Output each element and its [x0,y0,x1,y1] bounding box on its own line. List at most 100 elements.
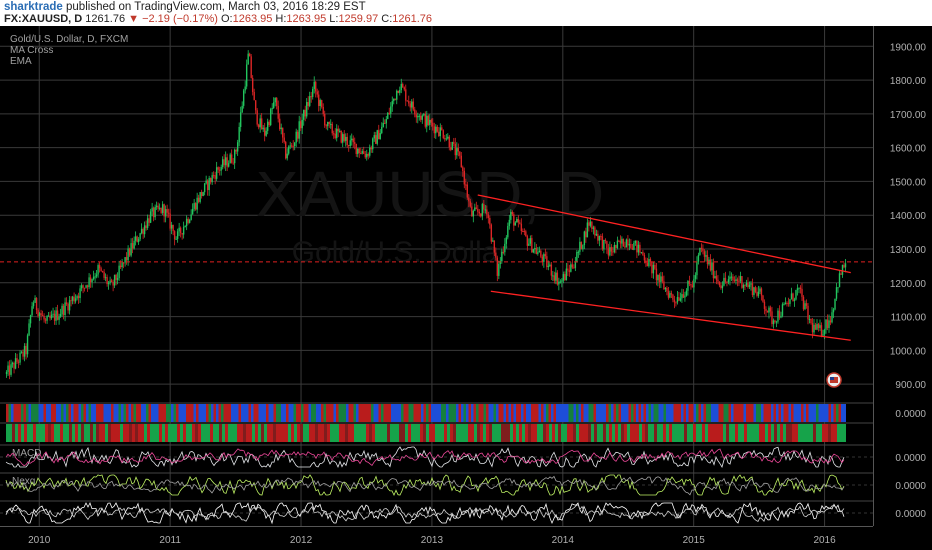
strip-bar [804,424,807,442]
strip-bar [693,424,696,442]
strip-bar [571,404,574,422]
candle-body [339,130,341,132]
strip-bar [338,404,341,422]
channel-lower-line[interactable] [490,290,851,341]
strip-bar [838,404,841,422]
strip-bar [699,424,702,442]
price-tick-label: 1300.00 [890,245,927,256]
strip-bar [276,424,279,442]
candle-body [625,239,628,248]
strip-bar [823,404,826,422]
strip-bar [133,404,136,422]
strip-bar [558,424,561,442]
strip-bar [645,424,648,442]
strip-bar [549,424,552,442]
candle-body [418,115,420,117]
price-chart[interactable]: XAUUSD, D Gold/U.S. Dollar 1261.76 Gold/… [0,26,932,550]
strip-bar [306,424,309,442]
channel-upper-line[interactable] [477,194,851,274]
price-axis[interactable]: 900.00 1000.00 1100.00 1200.00 1300.00 1400.0… [873,26,932,550]
strip-bar [678,424,681,442]
candle-body [672,294,674,300]
candle-body [828,320,830,328]
strip-bar [135,424,138,442]
candle-body [688,281,691,284]
strip-bar [211,404,214,422]
event-flag-icon[interactable] [826,372,842,388]
strip-bar [641,404,644,422]
candle-body [543,254,545,262]
candle-body [627,239,629,246]
strip-bar [717,424,720,442]
candle-body [83,287,86,289]
indicator-line [5,501,845,525]
candle-body [351,138,353,141]
candle-body [196,197,198,210]
strip-bar [492,424,495,442]
candle-body [409,103,411,108]
candle-body [690,283,692,286]
candle-body [633,242,635,250]
strip-bar [468,424,471,442]
strip-bar [798,404,801,422]
author-name[interactable]: sharktrade [4,1,63,13]
strip-bar [666,404,669,422]
strip-bar [39,424,42,442]
time-axis[interactable]: 2010 2011 2012 2013 2014 2015 2016 [0,526,873,547]
price-tick-label: 1600.00 [890,144,927,155]
strip-bar [57,424,60,442]
strip-bar [806,404,809,422]
candle-body [399,90,401,93]
strip-bar [13,404,16,422]
candle-body [26,335,29,355]
candle-body [421,115,423,120]
candle-body [277,105,279,119]
candle-body [531,238,533,253]
candle-body [675,302,677,304]
strip-bar [153,404,156,422]
trend-channel[interactable] [477,194,851,341]
strip-bar [786,404,789,422]
candle-body [541,256,544,262]
strip-bar [648,404,651,422]
candle-body [330,123,332,125]
strip-bar [581,404,584,422]
candle-body [618,240,620,242]
candle-body [211,175,213,183]
strip-bar [593,404,596,422]
candle-body [685,290,688,296]
strip-bar [473,404,476,422]
strip-bar [375,424,378,442]
strip-bar [828,404,831,422]
strip-bar [373,404,376,422]
candle-body [181,233,183,235]
candle-body [567,268,569,271]
candle-body [820,325,823,336]
strip-bar [387,424,390,442]
candle-body [654,265,656,269]
candle-body [295,131,297,143]
candle-body [549,264,551,266]
candle-body [532,249,535,253]
strip-bar [720,424,723,442]
candle-body [333,133,335,135]
candle-body [684,295,686,298]
candle-body [143,225,146,235]
strip-bar [441,424,444,442]
candle-body [47,315,50,317]
strip-bar [508,404,511,422]
candle-body [760,288,763,296]
candle-body [139,233,141,240]
strip-bar [333,424,336,442]
strip-bar [323,404,326,422]
candle-body [74,298,77,302]
strip-bar [123,424,126,442]
candle-body [348,144,350,146]
candle-body [571,264,574,268]
strip-bar [12,424,15,442]
candle-body [301,119,303,129]
candle-body [427,115,429,125]
strip-bar [841,404,844,422]
strip-bar [591,404,594,422]
strip-bar [573,424,576,442]
